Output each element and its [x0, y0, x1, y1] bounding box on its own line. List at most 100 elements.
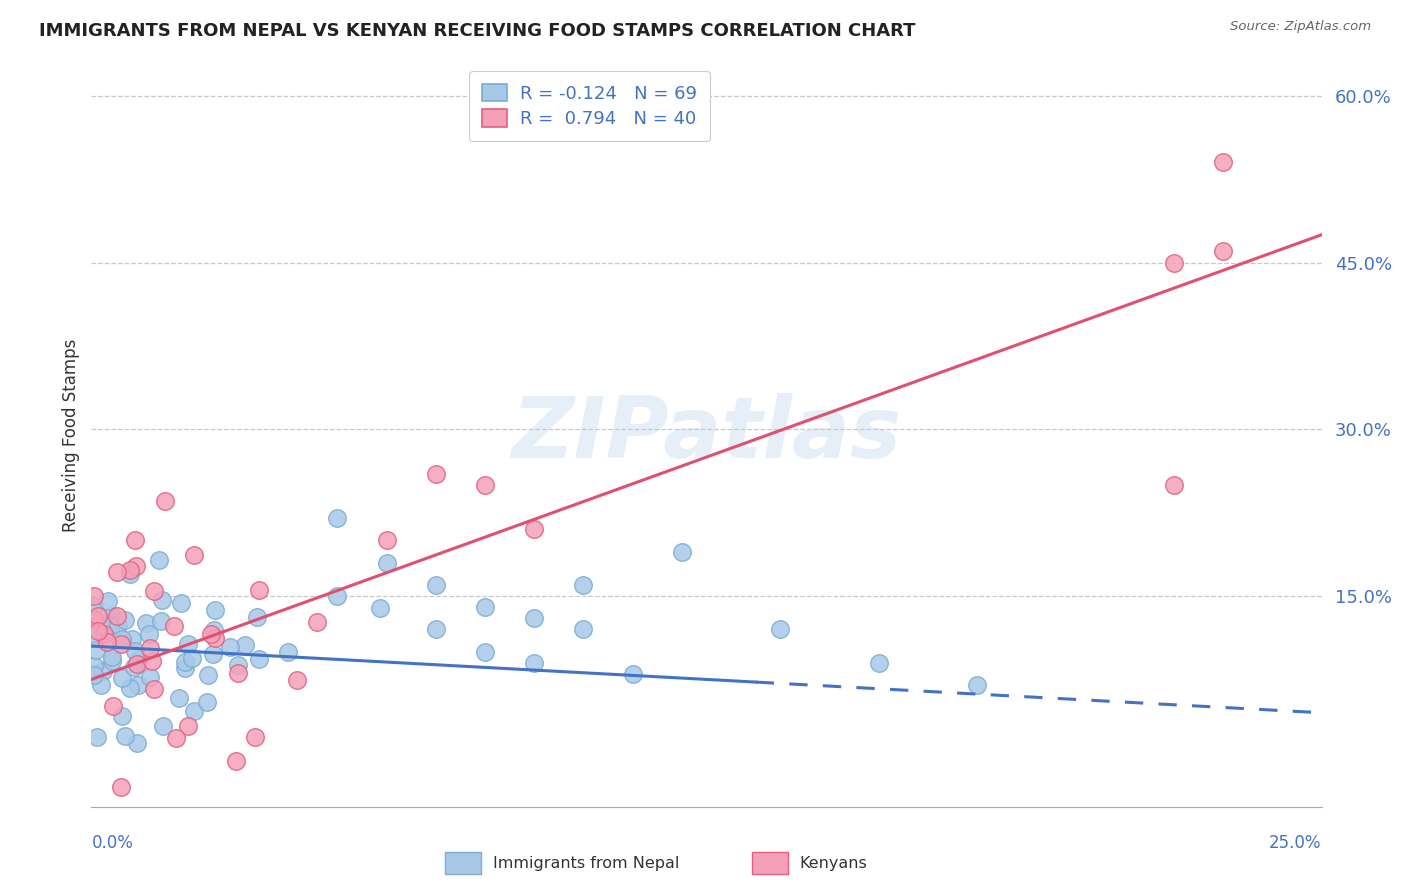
Point — [107, 608, 129, 623]
Point — [201, 647, 224, 661]
Point — [226, 666, 249, 681]
Text: Source: ZipAtlas.com: Source: ZipAtlas.com — [1230, 20, 1371, 33]
Point — [375, 556, 398, 570]
Point — [107, 618, 129, 632]
Point — [155, 493, 177, 508]
Point — [326, 511, 349, 525]
Point — [202, 624, 225, 638]
Point — [103, 699, 125, 714]
Point — [141, 654, 163, 668]
Point — [177, 719, 200, 733]
Point — [176, 637, 198, 651]
Point — [149, 614, 172, 628]
Point — [121, 632, 143, 647]
Point — [181, 650, 204, 665]
Point — [183, 705, 205, 719]
Point — [368, 601, 391, 615]
Point — [425, 467, 447, 481]
Point — [86, 609, 108, 624]
Point — [277, 645, 299, 659]
Point — [152, 719, 174, 733]
Text: 25.0%: 25.0% — [1270, 834, 1322, 852]
Point — [163, 619, 186, 633]
Point — [111, 708, 134, 723]
Point — [142, 682, 165, 697]
Point — [1212, 155, 1234, 169]
Point — [1212, 244, 1234, 259]
Point — [150, 592, 173, 607]
Text: 0.0%: 0.0% — [91, 834, 134, 852]
Point — [285, 673, 308, 687]
Point — [125, 559, 148, 574]
Point — [621, 666, 644, 681]
Bar — [752, 852, 787, 874]
Point — [225, 754, 247, 768]
Point — [138, 627, 160, 641]
Point — [122, 660, 145, 674]
Point — [474, 645, 496, 659]
Point — [114, 729, 136, 743]
Point — [114, 613, 136, 627]
Point — [474, 600, 496, 615]
Point — [101, 650, 124, 665]
Point — [195, 695, 218, 709]
Point — [100, 618, 122, 632]
Point — [246, 609, 269, 624]
Point — [425, 578, 447, 592]
Point — [118, 681, 141, 695]
Point — [100, 608, 122, 623]
Point — [127, 678, 149, 692]
Point — [572, 623, 595, 637]
Point — [84, 643, 107, 657]
Point — [97, 593, 120, 607]
Text: Immigrants from Nepal: Immigrants from Nepal — [492, 855, 679, 871]
Point — [523, 611, 546, 625]
Point — [204, 603, 226, 617]
Point — [226, 657, 249, 672]
Text: ZIPatlas: ZIPatlas — [512, 393, 901, 476]
Point — [174, 661, 197, 675]
Point — [91, 665, 114, 679]
Text: Kenyans: Kenyans — [800, 855, 868, 871]
Point — [1163, 478, 1185, 492]
Point — [120, 567, 142, 582]
Point — [204, 631, 226, 645]
Point — [83, 667, 105, 681]
Point — [148, 553, 170, 567]
Legend: R = -0.124   N = 69, R =  0.794   N = 40: R = -0.124 N = 69, R = 0.794 N = 40 — [470, 71, 710, 141]
Point — [142, 583, 165, 598]
Point — [219, 640, 242, 655]
Point — [110, 637, 132, 651]
Point — [111, 671, 134, 685]
Point — [83, 611, 105, 625]
Point — [174, 655, 197, 669]
Point — [111, 632, 134, 646]
Point — [166, 731, 188, 745]
Point — [183, 549, 205, 563]
Point — [83, 599, 105, 614]
Point — [93, 627, 115, 641]
Point — [124, 643, 146, 657]
Point — [105, 565, 128, 579]
Point — [966, 678, 988, 692]
Point — [868, 656, 890, 670]
Y-axis label: Receiving Food Stamps: Receiving Food Stamps — [62, 338, 80, 532]
Point — [96, 635, 118, 649]
Point — [523, 656, 546, 670]
Point — [90, 677, 112, 691]
Point — [671, 544, 693, 558]
Point — [305, 615, 328, 629]
Point — [572, 578, 595, 592]
Point — [127, 736, 149, 750]
Point — [127, 653, 149, 667]
Point — [83, 632, 105, 646]
Point — [247, 583, 270, 598]
Point — [167, 690, 190, 705]
Point — [83, 589, 105, 603]
Point — [197, 668, 219, 682]
Point — [375, 533, 398, 548]
Point — [135, 616, 157, 631]
Point — [118, 563, 141, 577]
Point — [86, 730, 108, 744]
Point — [474, 478, 496, 492]
